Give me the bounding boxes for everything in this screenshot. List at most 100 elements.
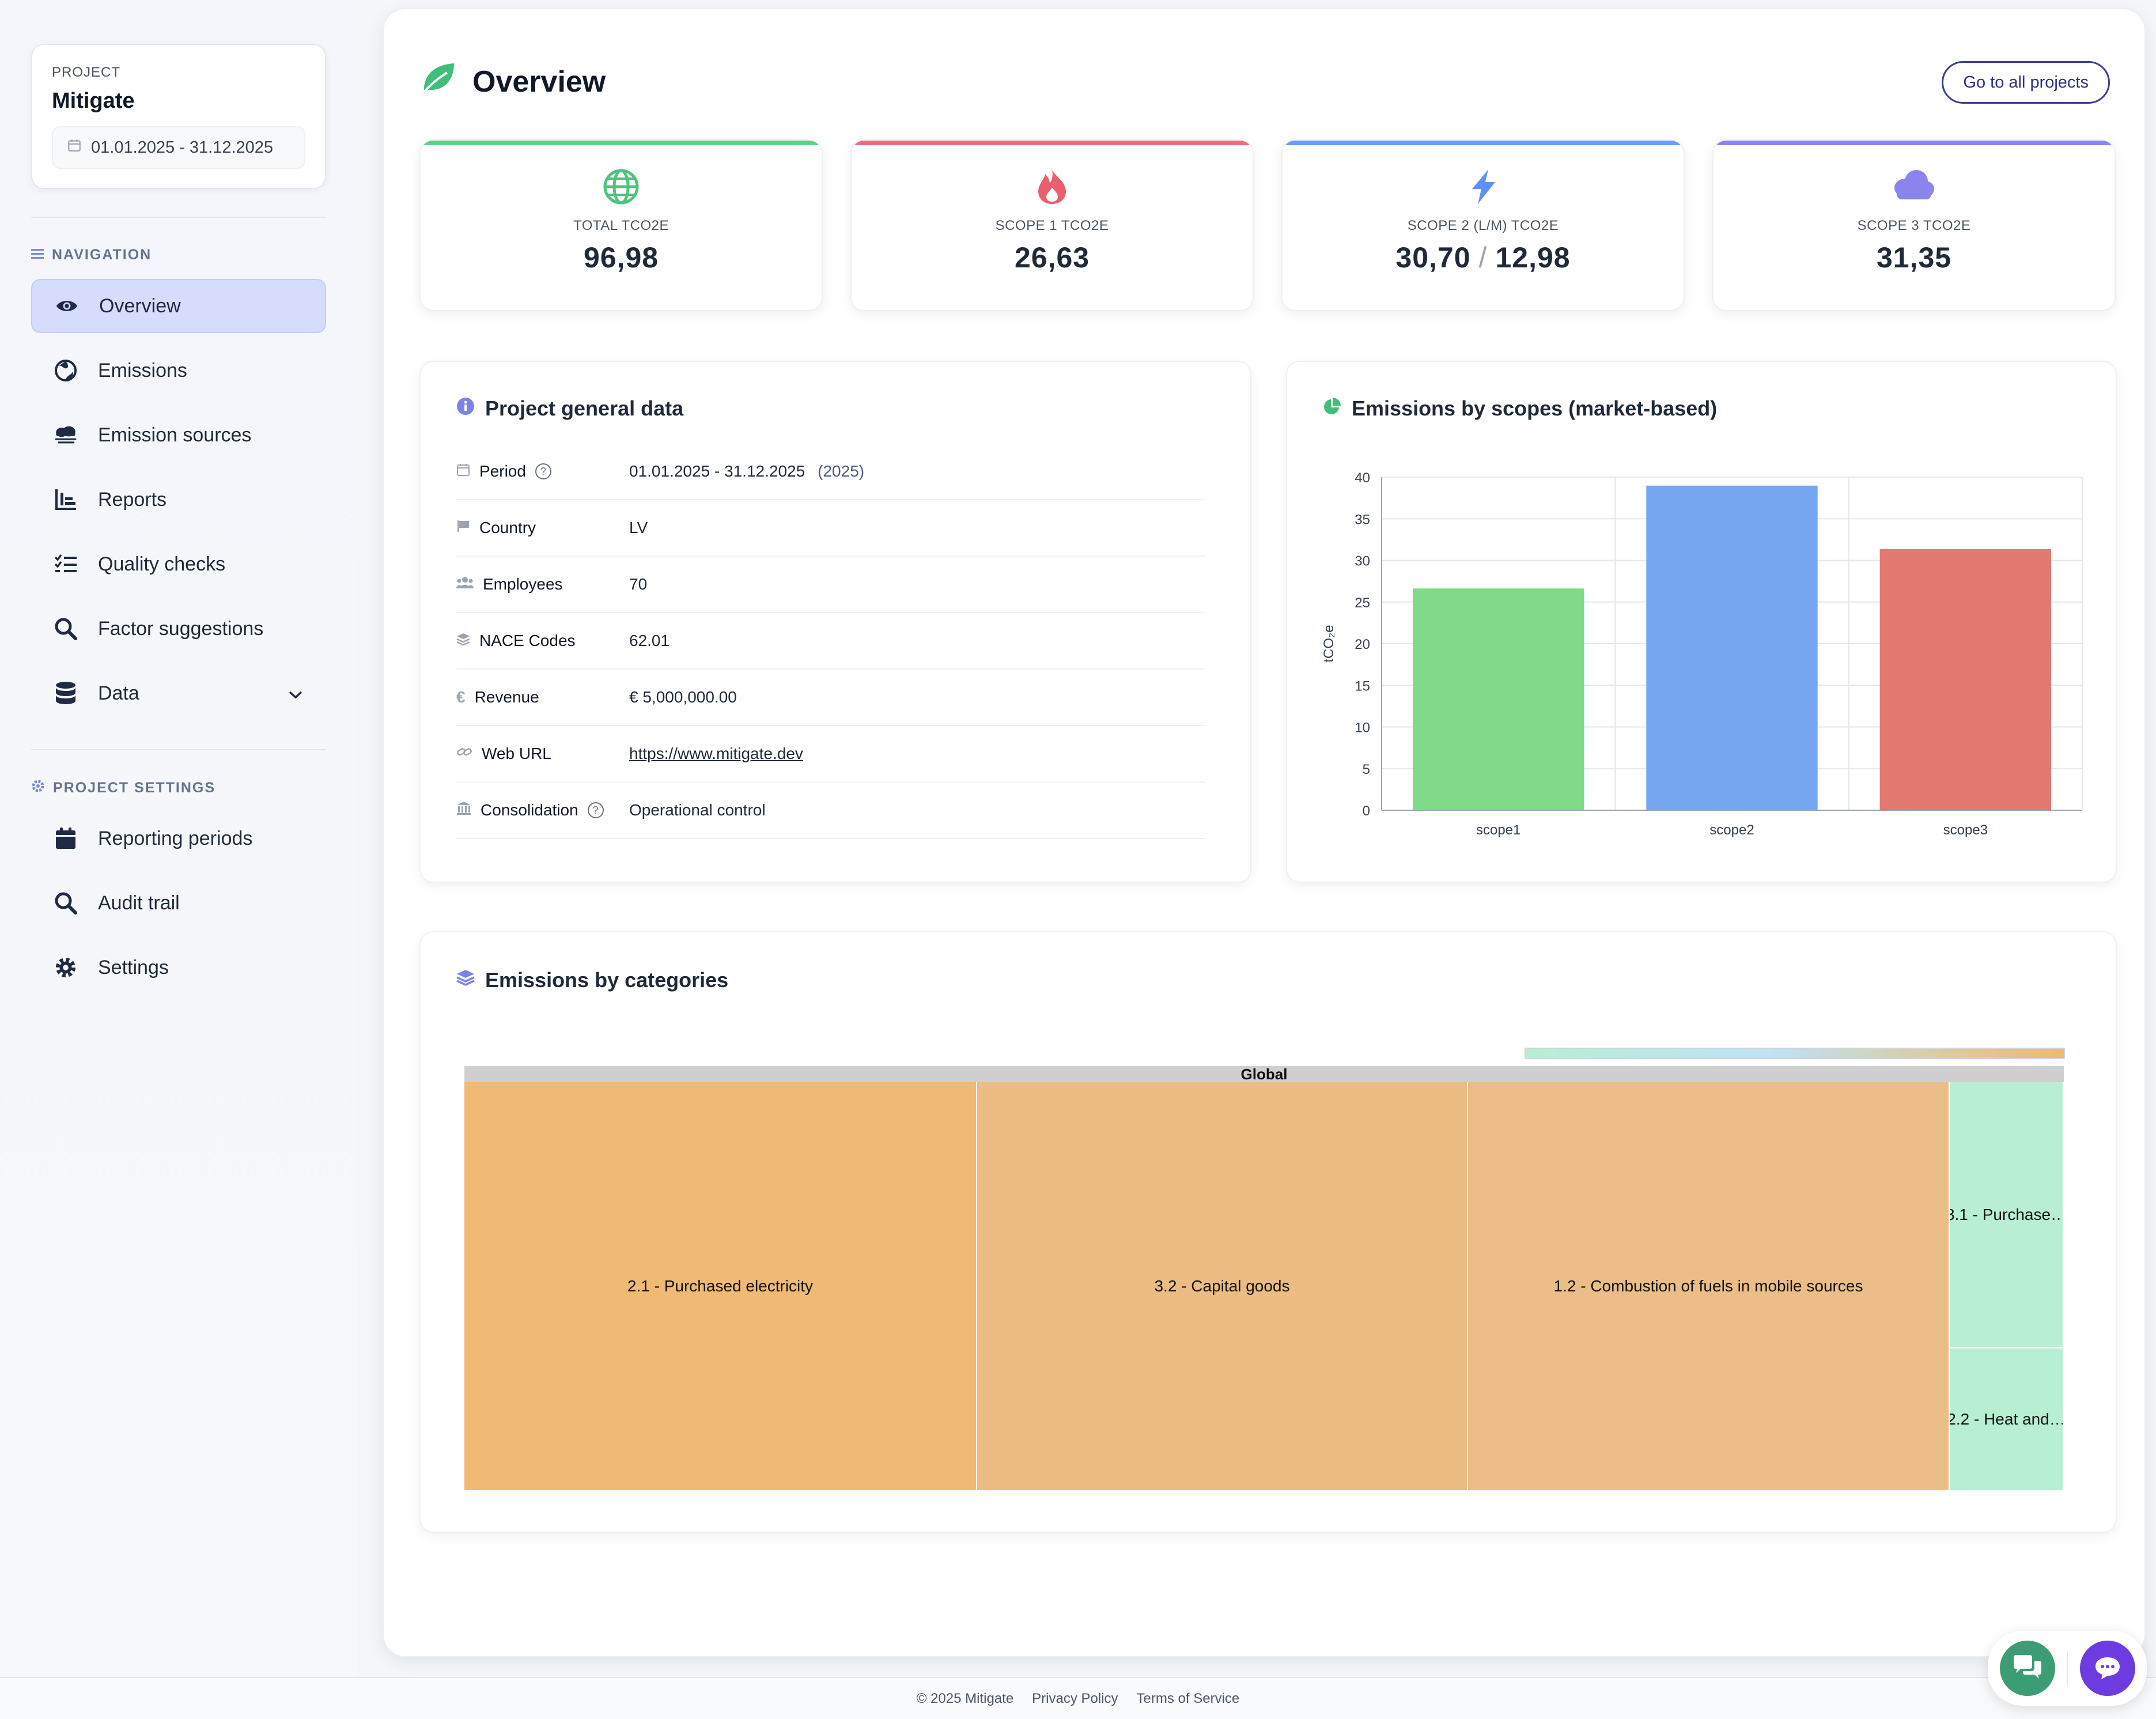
kpi-label: SCOPE 1 TCO2E [995,218,1109,233]
sidebar-item-data[interactable]: Data [31,666,326,720]
treemap-node[interactable]: 2.2 - Heat and… [1950,1348,2064,1491]
go-to-all-projects-button[interactable]: Go to all projects [1942,61,2110,104]
sidebar-item-reporting-periods[interactable]: Reporting periods [31,811,326,866]
cloud-icon [1714,168,2115,205]
x-tick-label: scope2 [1709,822,1754,838]
panel-title: Emissions by categories [456,968,728,992]
sidebar-item-label: Factor suggestions [98,617,264,640]
treemap-node[interactable]: 3.2 - Capital goods [977,1082,1468,1491]
sidebar-item-label: Reports [98,488,167,511]
privacy-policy-link[interactable]: Privacy Policy [1032,1690,1118,1706]
footer: © 2025 Mitigate Privacy Policy Terms of … [0,1677,2156,1719]
link-icon [456,745,472,763]
project-card[interactable]: PROJECT Mitigate 01.01.2025 - 31.12.2025 [31,44,326,189]
kpi-label: SCOPE 3 TCO2E [1857,218,1971,233]
database-icon [54,682,77,705]
kpi-value: 26,63 [1014,241,1090,274]
treemap-node-label: 1.2 - Combustion of fuels in mobile sour… [1553,1277,1863,1295]
y-axis-label: tCO₂e [1321,625,1337,662]
kpi-total: TOTAL TCO2E 96,98 [419,139,823,311]
support-widget [1988,1631,2147,1706]
sidebar-item-label: Overview [99,294,181,317]
project-settings-section-label: PROJECT SETTINGS [31,779,215,797]
row-value: 62.01 [629,632,670,649]
calendar-icon [456,462,470,481]
info-icon [456,396,475,421]
project-period-selector[interactable]: 01.01.2025 - 31.12.2025 [52,126,305,169]
sidebar-item-audit-trail[interactable]: Audit trail [31,876,326,930]
treemap-node[interactable]: 3.1 - Purchase… [1950,1082,2064,1348]
layers-icon [456,632,470,650]
row-value: LV [629,519,648,537]
kpi-label: TOTAL TCO2E [573,218,669,233]
web-url-link[interactable]: https://www.mitigate.dev [629,745,803,762]
general-row-period: Period ? 01.01.2025 - 31.12.2025 (2025) [456,444,1205,500]
project-settings-label: PROJECT SETTINGS [53,780,216,796]
panel-title-text: Project general data [485,396,684,420]
treemap-node-label: 3.1 - Purchase… [1950,1206,2064,1223]
treemap-node[interactable]: 1.2 - Combustion of fuels in mobile sour… [1468,1082,1950,1491]
checklist-icon [54,553,77,576]
treemap-node[interactable]: 2.1 - Purchased electricity [464,1082,977,1491]
bank-icon [456,801,471,820]
kpi-value-location: 30,70 [1395,241,1471,274]
sidebar-item-emissions[interactable]: Emissions [31,343,326,398]
row-key: Web URL [456,745,629,763]
chat-button[interactable] [2079,1641,2135,1696]
row-value: € 5,000,000.00 [629,688,737,706]
kpi-separator: / [1478,241,1488,274]
emissions-by-categories-panel: Emissions by categories Global 2.1 - Pur… [419,931,2117,1533]
page-title-text: Overview [472,65,606,99]
row-key-text: NACE Codes [479,632,576,649]
y-tick-label: 15 [1355,678,1370,694]
navigation-label: NAVIGATION [52,247,152,263]
y-tick-label: 35 [1355,512,1370,527]
terms-of-service-link[interactable]: Terms of Service [1136,1690,1240,1706]
layers-icon [456,968,475,992]
sidebar-item-label: Settings [98,956,169,978]
flag-icon [456,519,470,537]
help-icon[interactable]: ? [535,463,551,479]
menu-icon [31,247,44,263]
sidebar-item-reports[interactable]: Reports [31,473,326,527]
kpi-scope1: SCOPE 1 TCO2E 26,63 [850,139,1254,311]
row-key: Country [456,519,629,537]
x-tick-label: scope3 [1943,822,1988,838]
row-key: € Revenue [456,688,629,707]
y-tick-label: 10 [1355,720,1370,736]
lightning-icon [1283,168,1684,205]
help-icon[interactable]: ? [587,802,604,818]
sidebar-item-quality-checks[interactable]: Quality checks [31,537,326,591]
leaf-icon [421,61,456,102]
search-icon [54,891,77,915]
general-row-nace: NACE Codes 62.01 [456,613,1205,670]
kpi-value: 30,70/12,98 [1283,241,1684,274]
pie-chart-icon [1323,396,1341,421]
chevron-down-icon[interactable] [288,682,303,705]
sidebar-item-label: Audit trail [98,891,180,914]
project-name: Mitigate [52,89,135,113]
sidebar-item-settings[interactable]: Settings [31,940,326,995]
x-tick-label: scope1 [1476,822,1520,838]
treemap: Global 2.1 - Purchased electricity 3.2 -… [464,1066,2064,1491]
y-tick-label: 5 [1363,762,1370,777]
sidebar-item-overview[interactable]: Overview [31,279,326,333]
sidebar-item-factor-suggestions[interactable]: Factor suggestions [31,602,326,656]
y-tick-label: 30 [1355,554,1370,569]
row-key: NACE Codes [456,632,629,650]
eye-icon [55,294,78,318]
sidebar-item-emission-sources[interactable]: Emission sources [31,408,326,462]
row-key-text: Period [479,462,526,480]
treemap-root-header[interactable]: Global [464,1066,2064,1083]
project-general-data-panel: Project general data Period ? 01.01.2025… [419,361,1251,883]
sidebar-item-label: Emission sources [98,424,252,446]
kpi-value: 96,98 [583,241,659,274]
chat-bubbles-button[interactable] [1999,1641,2055,1696]
row-key-text: Country [479,519,536,537]
panel-title-text: Emissions by categories [485,968,729,992]
row-value: Operational control [629,801,766,819]
y-tick-label: 20 [1355,637,1370,652]
general-row-country: Country LV [456,500,1205,557]
globe-icon [421,168,822,205]
main-content: Overview Go to all projects TOTAL TCO2E … [383,8,2146,1657]
